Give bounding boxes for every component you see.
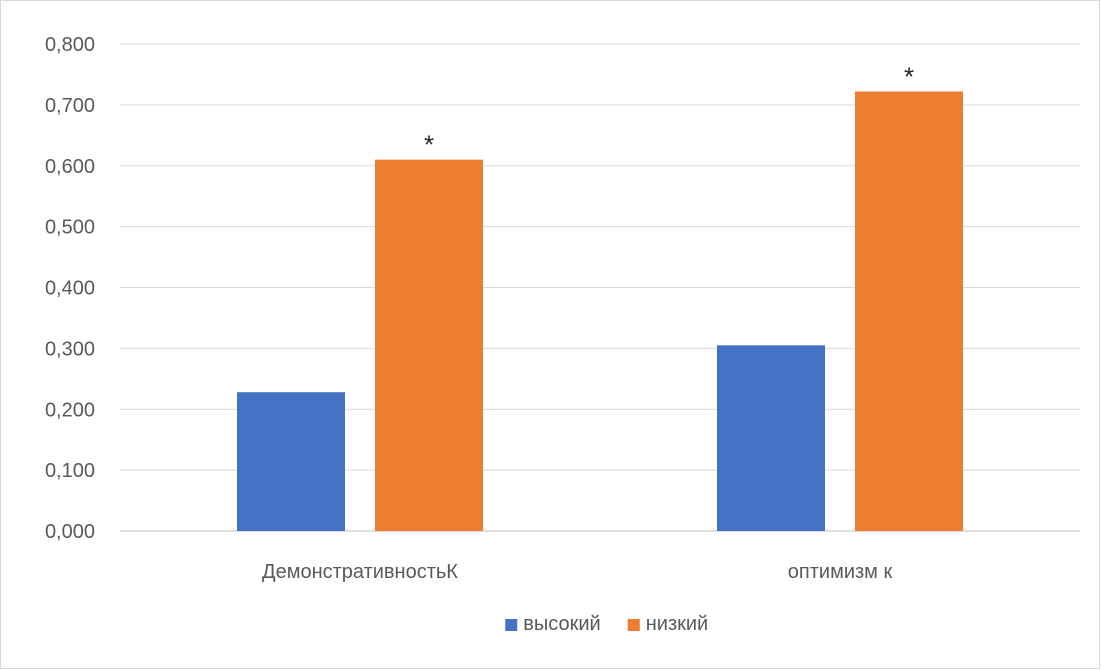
y-axis-labels: 0,000 0,100 0,200 0,300 0,400 0,500 0,600 0,700… [45,34,95,543]
legend-swatch [505,619,518,631]
y-tick-label: 0,500 [45,217,95,239]
y-tick-label: 0,600 [45,156,95,178]
y-tick-label: 0,400 [45,278,95,300]
bar-low [855,91,963,532]
legend: высокий низкий [505,613,708,635]
legend-label: низкий [646,613,708,635]
y-tick-label: 0,000 [45,521,95,543]
bar-low [375,159,483,531]
y-tick-label: 0,100 [45,460,95,482]
bars [237,91,963,532]
bar-high [237,392,345,531]
y-tick-label: 0,700 [45,95,95,117]
legend-label: высокий [523,613,600,635]
significance-star: * [904,61,914,91]
x-category-label: ДемонстративностьК [262,561,458,583]
significance-annotations: ** [424,61,914,159]
y-tick-label: 0,800 [45,34,95,56]
significance-star: * [424,130,434,160]
y-tick-label: 0,200 [45,399,95,421]
legend-swatch [627,619,640,631]
x-category-label: оптимизм к [788,561,893,583]
y-tick-label: 0,300 [45,338,95,360]
bar-high [717,345,825,531]
x-axis-labels: ДемонстративностьК оптимизм к [262,561,892,583]
